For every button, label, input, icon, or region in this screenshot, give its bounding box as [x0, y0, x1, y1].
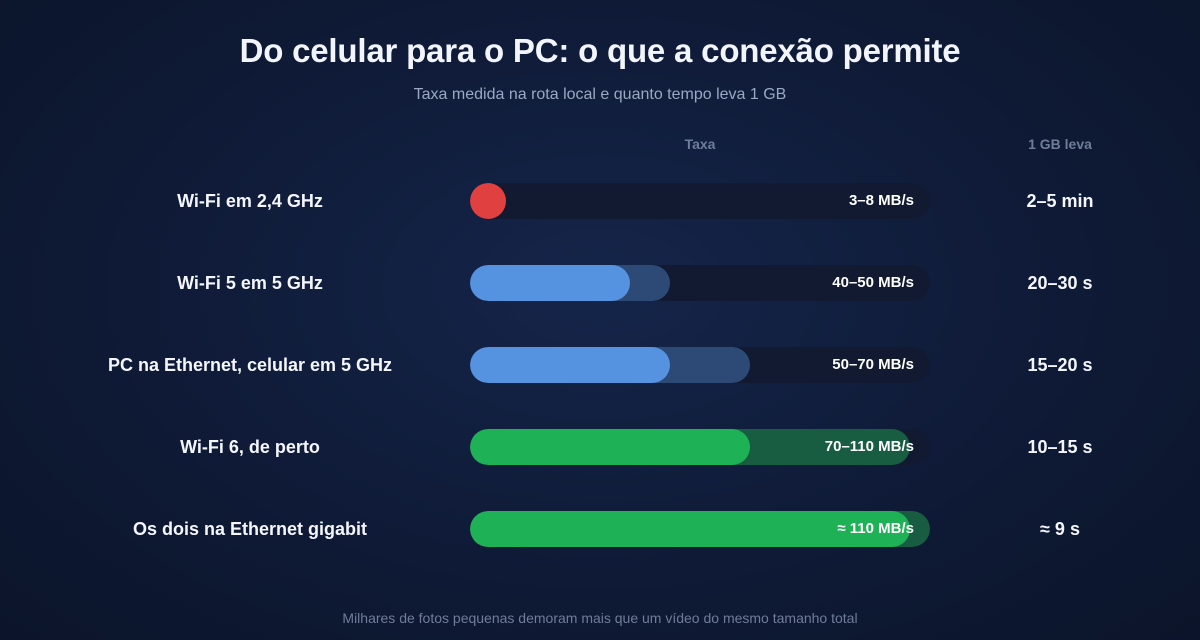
chart-title: Do celular para o PC: o que a conexão pe… — [239, 32, 961, 69]
value-bar — [470, 265, 630, 301]
value-bar — [470, 429, 750, 465]
value-bar — [470, 511, 910, 547]
time-label: 20–30 s — [1027, 273, 1093, 293]
chart-row: PC na Ethernet, celular em 5 GHz 50–70 MB… — [0, 346, 1200, 384]
time-label: ≈ 9 s — [1040, 519, 1080, 539]
category-label: PC na Ethernet, celular em 5 GHz — [107, 355, 393, 375]
bar-track: ≈ 110 MB/s — [470, 511, 930, 547]
bar-track: 40–50 MB/s — [470, 265, 930, 301]
chart-row: Wi-Fi em 2,4 GHz 3–8 MB/s 2–5 min — [0, 182, 1200, 220]
footnote: Milhares de fotos pequenas demoram mais … — [342, 610, 858, 626]
column-header-rate: Taxa — [684, 136, 716, 152]
time-label: 2–5 min — [1026, 191, 1094, 211]
time-label: 15–20 s — [1027, 355, 1093, 375]
column-header-time: 1 GB leva — [1028, 136, 1092, 152]
category-label: Os dois na Ethernet gigabit — [132, 519, 368, 539]
chart-subtitle: Taxa medida na rota local e quanto tempo… — [413, 86, 787, 103]
value-bar — [470, 347, 670, 383]
rate-label: 3–8 MB/s — [848, 192, 914, 209]
category-label: Wi-Fi 6, de perto — [180, 437, 320, 457]
rate-label: ≈ 110 MB/s — [837, 520, 914, 537]
category-label: Wi-Fi 5 em 5 GHz — [177, 273, 323, 293]
chart-row: Wi-Fi 6, de perto 70–110 MB/s 10–15 s — [0, 428, 1200, 466]
rate-label: 50–70 MB/s — [832, 356, 914, 373]
time-label: 10–15 s — [1027, 437, 1093, 457]
value-bar — [470, 183, 506, 219]
rate-label: 40–50 MB/s — [832, 274, 914, 291]
rate-label: 70–110 MB/s — [824, 438, 914, 455]
chart-row: Os dois na Ethernet gigabit ≈ 110 MB/s ≈ 9… — [0, 510, 1200, 548]
bar-track: 3–8 MB/s — [470, 183, 930, 219]
bar-track: 70–110 MB/s — [470, 429, 930, 465]
chart-row: Wi-Fi 5 em 5 GHz 40–50 MB/s 20–30 s — [0, 264, 1200, 302]
bar-track: 50–70 MB/s — [470, 347, 930, 383]
category-label: Wi-Fi em 2,4 GHz — [177, 191, 323, 211]
